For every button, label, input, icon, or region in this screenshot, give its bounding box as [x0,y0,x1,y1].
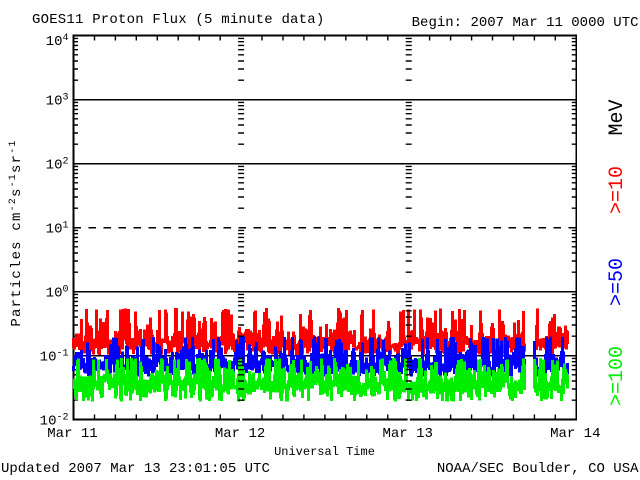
svg-text:Mar 14: Mar 14 [550,426,600,442]
svg-text:>=10: >=10 [606,166,629,214]
svg-text:>=50: >=50 [606,258,629,306]
svg-text:Mar 12: Mar 12 [215,426,265,442]
svg-text:MeV: MeV [606,99,629,135]
svg-text:GOES11 Proton Flux (5 minute d: GOES11 Proton Flux (5 minute data) [32,12,324,28]
svg-text:NOAA/SEC Boulder, CO USA: NOAA/SEC Boulder, CO USA [437,461,639,477]
svg-text:Particles cm-2s-1sr-1: Particles cm-2s-1sr-1 [8,139,25,326]
svg-text:Updated 2007 Mar 13 23:01:05 U: Updated 2007 Mar 13 23:01:05 UTC [1,461,270,477]
svg-text:Universal Time: Universal Time [274,445,375,459]
svg-text:Mar 13: Mar 13 [382,426,432,442]
svg-text:Mar 11: Mar 11 [47,426,97,442]
svg-text:>=100: >=100 [606,346,629,406]
svg-text:Begin: 2007 Mar 11 0000 UTC: Begin: 2007 Mar 11 0000 UTC [412,15,639,31]
